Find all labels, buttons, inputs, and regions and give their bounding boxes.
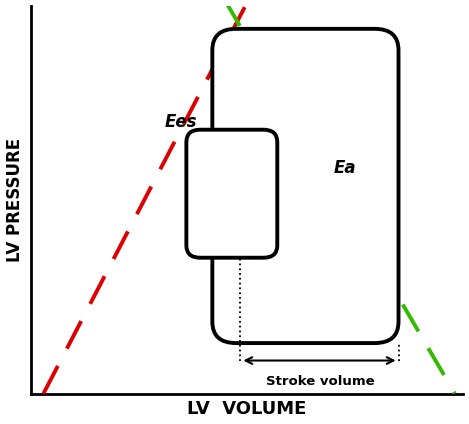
Text: Ees: Ees: [165, 113, 197, 131]
FancyBboxPatch shape: [186, 130, 277, 258]
Y-axis label: LV PRESSURE: LV PRESSURE: [6, 137, 23, 262]
FancyBboxPatch shape: [212, 29, 399, 343]
X-axis label: LV  VOLUME: LV VOLUME: [187, 400, 307, 418]
Text: Ea: Ea: [333, 159, 356, 178]
Text: Stroke volume: Stroke volume: [266, 375, 375, 388]
